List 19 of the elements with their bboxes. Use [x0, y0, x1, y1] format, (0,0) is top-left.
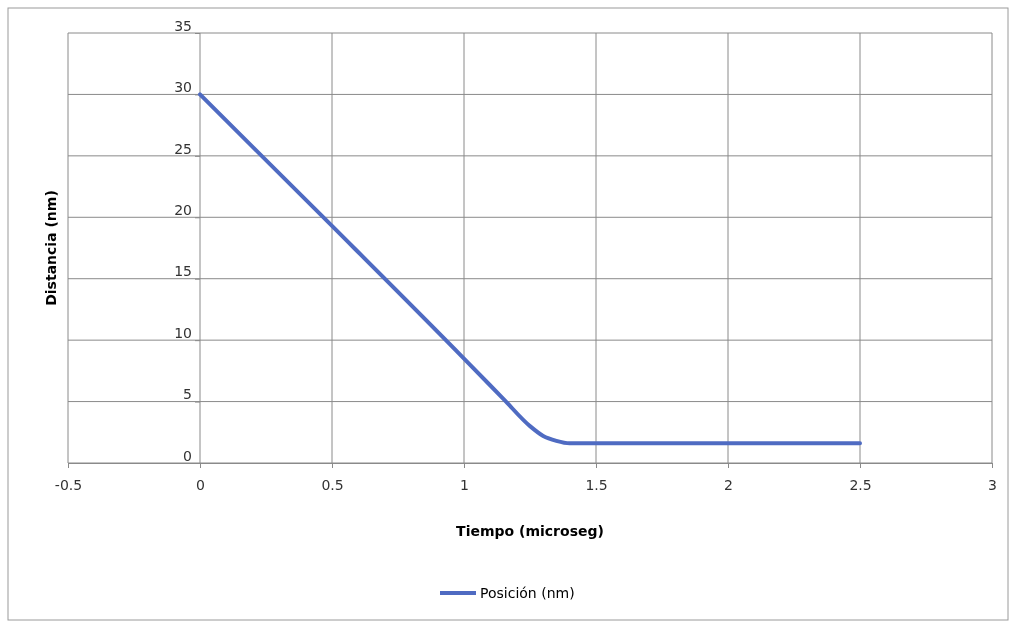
x-tick-label: 0 — [196, 476, 205, 493]
x-tick-label: 2 — [724, 476, 733, 493]
x-tick-label: 3 — [988, 476, 997, 493]
y-tick-label: 20 — [174, 201, 192, 218]
x-tick-label: 2.5 — [849, 476, 872, 493]
y-tick-label: 35 — [174, 17, 192, 34]
x-tick-label: 1.5 — [585, 476, 608, 493]
y-tick-label: 5 — [183, 386, 192, 403]
y-tick-label: 0 — [183, 447, 192, 464]
x-tick-label: 1 — [460, 476, 469, 493]
y-tick-label: 25 — [174, 140, 192, 157]
x-axis-title: Tiempo (microseg) — [456, 523, 604, 539]
x-tick-label: 0.5 — [321, 476, 344, 493]
x-tick-label: -0.5 — [54, 476, 83, 493]
y-tick-label: 10 — [174, 324, 192, 341]
y-tick-label: 15 — [174, 263, 192, 280]
y-axis-title: Distancia (nm) — [43, 190, 59, 306]
legend-label: Posición (nm) — [480, 585, 575, 601]
y-tick-label: 30 — [174, 79, 192, 96]
